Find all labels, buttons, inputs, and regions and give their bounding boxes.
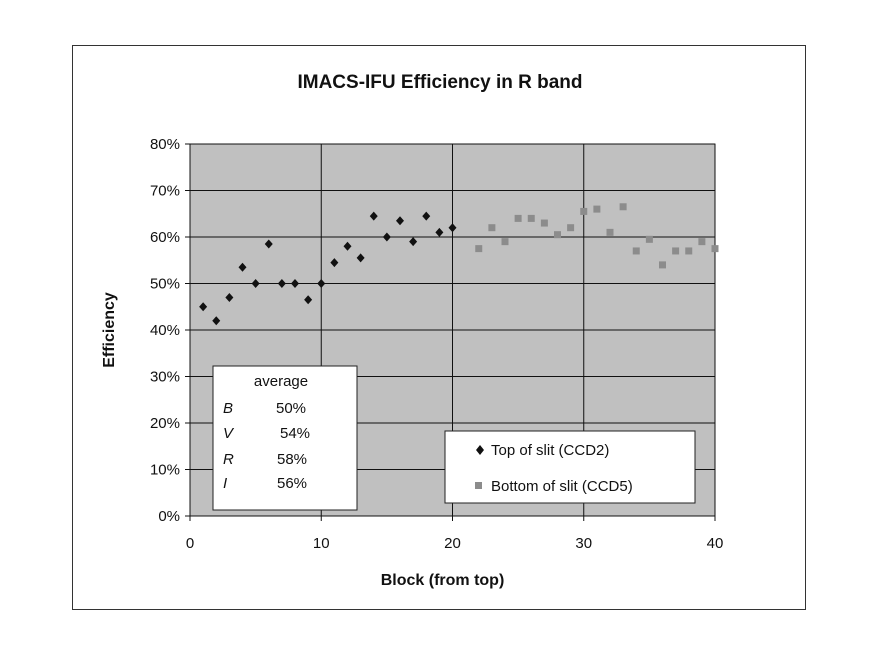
top-of-slit-point <box>251 279 260 288</box>
bottom-of-slit-point <box>540 219 548 227</box>
legend-marker-bottom-of-slit <box>475 482 482 489</box>
y-tick-label: 60% <box>150 229 180 246</box>
top-of-slit-point <box>356 253 365 263</box>
top-of-slit-point <box>382 232 391 242</box>
y-tick-label: 50% <box>150 276 180 293</box>
top-of-slit-point <box>448 223 457 233</box>
chart-svg: IMACS-IFU Efficiency in R band 0% 10% 20% 3… <box>101 72 724 589</box>
average-band-i: I <box>223 475 227 492</box>
averages-box-border <box>212 365 358 511</box>
top-of-slit-point <box>435 227 444 237</box>
average-band-r: R <box>223 451 234 468</box>
averages-header: average <box>254 373 308 390</box>
top-of-slit-point <box>304 295 313 305</box>
y-tick-label: 10% <box>150 462 180 479</box>
x-tick-label: 30 <box>575 535 592 552</box>
bottom-of-slit-point <box>527 214 535 222</box>
x-tick-labels: 0 10 20 30 40 <box>186 535 724 552</box>
average-band-v: V <box>223 425 235 442</box>
series-points <box>199 203 719 326</box>
top-of-slit-point <box>317 279 326 288</box>
bottom-of-slit-point <box>619 203 627 211</box>
average-value-r: 58% <box>277 451 307 468</box>
bottom-of-slit-point <box>685 247 693 255</box>
x-axis-title: Block (from top) <box>381 572 505 589</box>
averages-box: average B 50% V 54% R 58% I 56% <box>212 365 358 511</box>
legend: Top of slit (CCD2) Bottom of slit (CCD5) <box>444 430 696 504</box>
top-of-slit-point <box>212 316 221 326</box>
top-of-slit-point <box>264 239 273 249</box>
legend-label-top-of-slit: Top of slit (CCD2) <box>491 442 609 459</box>
bottom-of-slit-point <box>475 245 483 253</box>
top-of-slit-point <box>330 258 339 268</box>
y-tick-label: 20% <box>150 415 180 432</box>
x-tick-label: 40 <box>707 535 724 552</box>
y-axis-title: Efficiency <box>101 292 118 368</box>
grid-lines <box>185 143 716 521</box>
bottom-of-slit-point <box>501 238 509 246</box>
bottom-of-slit-point <box>514 214 522 222</box>
top-of-slit-point <box>409 237 418 247</box>
legend-border <box>444 430 696 504</box>
top-of-slit-point <box>225 292 234 302</box>
bottom-of-slit-point <box>632 247 640 255</box>
top-of-slit-point <box>199 302 208 312</box>
bottom-of-slit-point <box>672 247 680 255</box>
bottom-of-slit-point <box>698 238 706 246</box>
bottom-of-slit-point <box>659 261 666 269</box>
y-tick-label: 0% <box>158 508 180 525</box>
top-of-slit-point <box>277 279 286 288</box>
average-value-b: 50% <box>276 400 306 417</box>
bottom-of-slit-point <box>554 231 561 239</box>
y-tick-label: 30% <box>150 369 180 386</box>
bottom-of-slit-point <box>580 207 588 215</box>
top-of-slit-point <box>291 279 299 288</box>
top-of-slit-point <box>369 211 378 221</box>
x-tick-label: 10 <box>313 535 330 552</box>
chart-title: IMACS-IFU Efficiency in R band <box>297 72 582 93</box>
top-of-slit-point <box>422 211 431 221</box>
bottom-of-slit-point <box>593 205 601 213</box>
legend-marker-top-of-slit <box>476 445 484 455</box>
x-tick-label: 20 <box>444 535 461 552</box>
average-value-v: 54% <box>280 425 310 442</box>
average-band-b: B <box>223 400 233 417</box>
bottom-of-slit-point <box>711 245 719 253</box>
bottom-of-slit-point <box>606 228 614 236</box>
top-of-slit-point <box>343 241 352 251</box>
x-tick-label: 0 <box>186 535 194 552</box>
legend-label-bottom-of-slit: Bottom of slit (CCD5) <box>491 478 633 495</box>
average-value-i: 56% <box>277 475 307 492</box>
bottom-of-slit-point <box>488 224 496 232</box>
y-tick-labels: 0% 10% 20% 30% 40% 50% 60% 70% 80% <box>150 136 180 525</box>
top-of-slit-point <box>238 262 247 272</box>
bottom-of-slit-point <box>645 235 653 243</box>
y-tick-label: 70% <box>150 183 180 200</box>
top-of-slit-point <box>396 216 404 226</box>
chart-frame: IMACS-IFU Efficiency in R band 0% 10% 20% 3… <box>72 45 806 610</box>
bottom-of-slit-point <box>567 224 575 232</box>
y-tick-label: 80% <box>150 136 180 153</box>
y-tick-label: 40% <box>150 322 180 339</box>
